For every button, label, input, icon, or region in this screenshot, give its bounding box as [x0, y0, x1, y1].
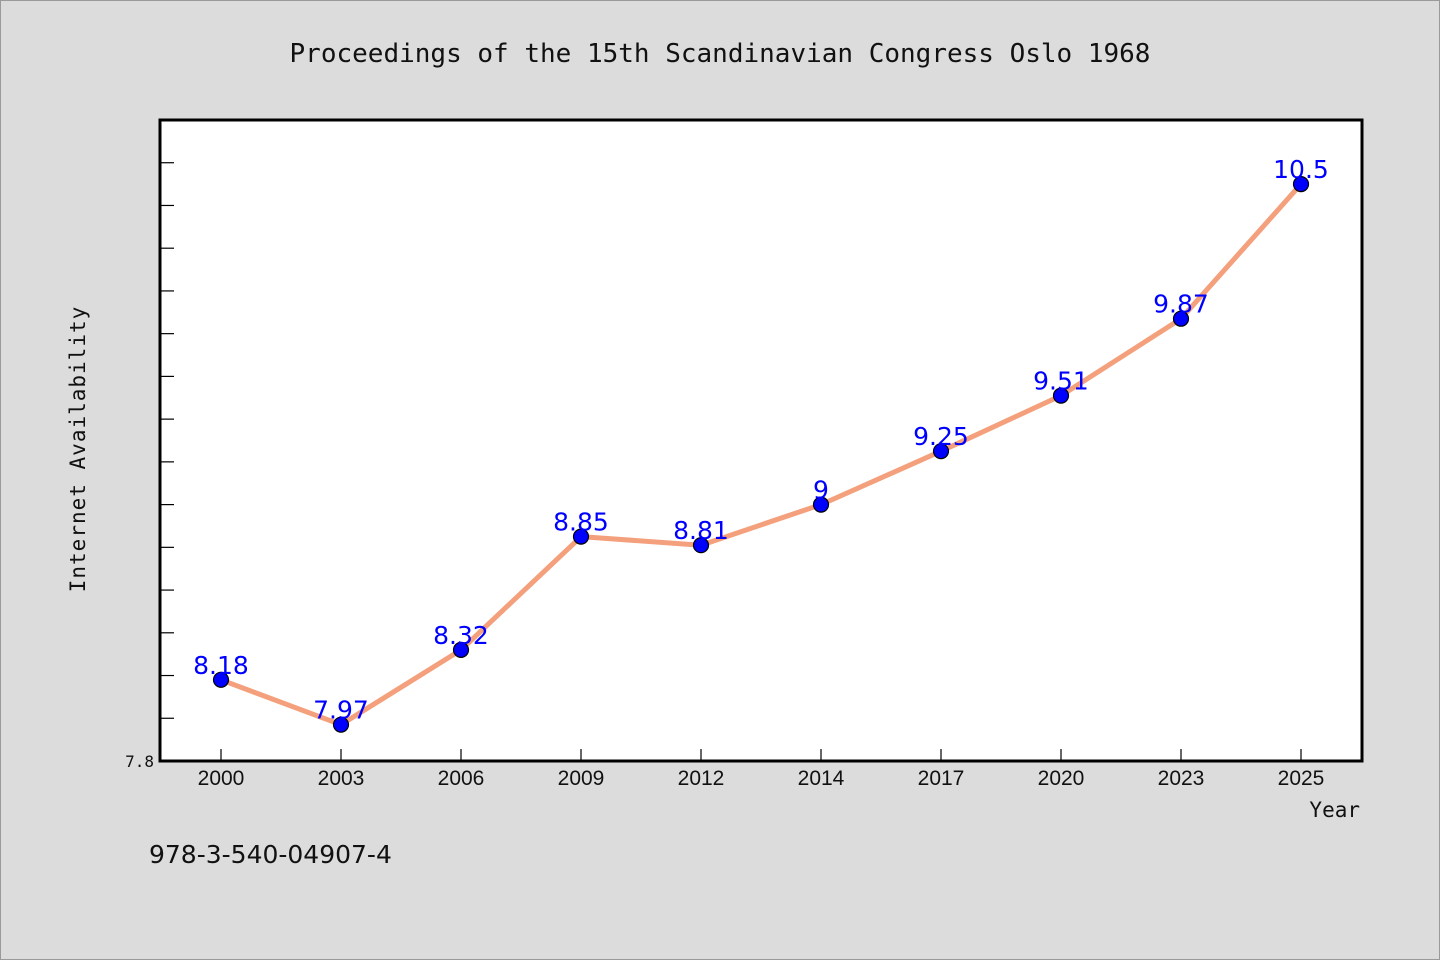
x-tick-label: 2012	[678, 767, 725, 790]
data-label: 9.25	[913, 422, 969, 451]
x-tick-label: 2003	[318, 767, 365, 790]
x-tick-label: 2014	[798, 767, 845, 790]
x-axis-tick-labels: 2000 2003 2006 2009 2012 2014 2017 2020 2023 2025	[198, 767, 1325, 790]
x-tick-label: 2025	[1278, 767, 1325, 790]
data-label: 9.87	[1153, 290, 1209, 319]
data-markers	[212, 176, 1310, 733]
x-tick-label: 2009	[558, 767, 605, 790]
data-point	[812, 496, 830, 513]
data-label: 9.51	[1033, 367, 1089, 396]
data-labels: 8.18 7.97 8.32 8.85 8.81 9 9.25 9.51 9.87 10.5	[193, 155, 1329, 725]
series-line	[218, 181, 1304, 728]
chart-title: Proceedings of the 15th Scandinavian Con…	[290, 39, 1151, 69]
x-axis-ticks	[220, 749, 1302, 761]
x-tick-label: 2020	[1038, 767, 1085, 790]
footnote-isbn: 978-3-540-04907-4	[149, 840, 392, 869]
data-point	[572, 528, 590, 545]
x-tick-label: 2006	[438, 767, 485, 790]
data-point	[1172, 310, 1190, 327]
data-label: 10.5	[1273, 155, 1329, 184]
data-point	[692, 537, 710, 554]
data-point	[1052, 387, 1070, 404]
y-axis-ticks	[160, 162, 174, 719]
y-tick-label: 7.8	[125, 752, 154, 771]
x-tick-label: 2023	[1158, 767, 1205, 790]
data-point	[932, 443, 950, 460]
data-label: 8.85	[553, 508, 609, 537]
data-label: 8.18	[193, 651, 249, 680]
y-axis-label: Internet Availability	[66, 306, 90, 593]
data-label: 9	[813, 476, 829, 505]
x-axis-label: Year	[1309, 798, 1360, 822]
y-axis-tick-labels: 7.8	[125, 752, 154, 771]
data-label: 8.32	[433, 621, 489, 650]
data-label: 7.97	[313, 696, 369, 725]
data-label: 8.81	[673, 516, 729, 545]
x-tick-label: 2000	[198, 767, 245, 790]
data-point	[452, 641, 470, 658]
x-tick-label: 2017	[918, 767, 965, 790]
data-point	[1292, 176, 1310, 193]
plot-area	[158, 118, 1364, 763]
data-point	[332, 716, 350, 733]
data-point	[212, 671, 230, 688]
